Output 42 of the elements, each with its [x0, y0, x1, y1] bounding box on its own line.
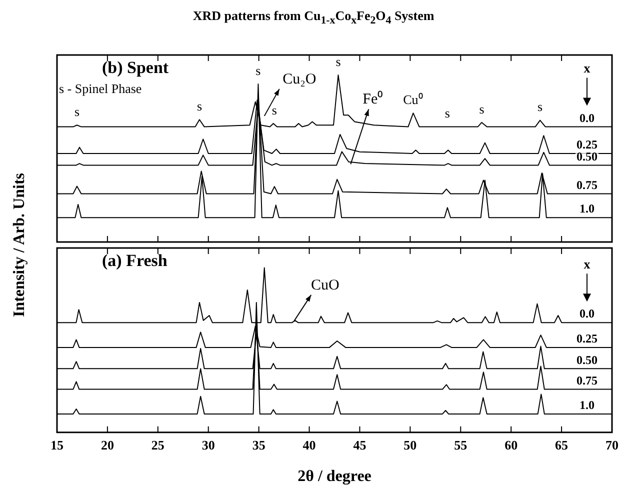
x-axis-title: 2θ / degree: [296, 468, 372, 486]
series-label: 1.0: [580, 202, 594, 216]
annotation: Cu₂O: [282, 71, 316, 88]
annotation: s: [538, 99, 543, 114]
series-label: 0.25: [576, 138, 598, 152]
annotation: (b) Spent: [102, 58, 169, 77]
x-tick-label: 30: [202, 438, 215, 453]
series-label: 0.50: [576, 352, 598, 367]
x-tick-label: 55: [454, 438, 468, 453]
annotation: s: [336, 54, 341, 69]
series-label: 0.75: [576, 178, 598, 192]
annotation: CuO: [310, 277, 340, 294]
annotation: s: [479, 101, 484, 116]
chart-title: XRD patterns from Cu$_{1-x}$Co$_{x}$Fe$_{2}$O$_{4}$ System: [192, 8, 434, 27]
x-tick-label: 15: [50, 438, 64, 453]
legend-label: 0.0: [580, 306, 594, 321]
legend-title: x: [584, 256, 591, 272]
annotation: s: [196, 98, 202, 114]
legend-label: 0.0: [580, 110, 594, 125]
annotation: s: [272, 102, 277, 118]
y-axis-title: Intensity / Arb. Units: [11, 172, 29, 318]
series-label: 0.75: [576, 373, 598, 388]
x-tick-label: 35: [252, 438, 266, 453]
x-tick-label: 65: [555, 438, 569, 453]
series-label: 0.50: [576, 149, 598, 164]
annotation: Fe⁰: [362, 90, 383, 108]
series-label: 0.25: [576, 332, 598, 346]
annotation: s: [256, 62, 261, 78]
annotation: s - Spinel Phase: [59, 80, 142, 96]
x-tick-label: 40: [302, 438, 316, 453]
legend-title: x: [584, 60, 591, 76]
annotation: s: [74, 104, 80, 120]
x-tick-label: 25: [151, 438, 165, 453]
x-tick-label: 70: [606, 438, 618, 453]
annotation: Cu⁰: [403, 92, 424, 108]
annotation: s: [444, 106, 450, 121]
x-tick-label: 60: [504, 438, 518, 453]
x-tick-label: 20: [100, 438, 114, 453]
annotation: (a) Fresh: [102, 250, 168, 270]
x-tick-label: 50: [404, 438, 417, 453]
series-label: 1.0: [580, 398, 594, 412]
x-tick-label: 45: [353, 438, 367, 453]
